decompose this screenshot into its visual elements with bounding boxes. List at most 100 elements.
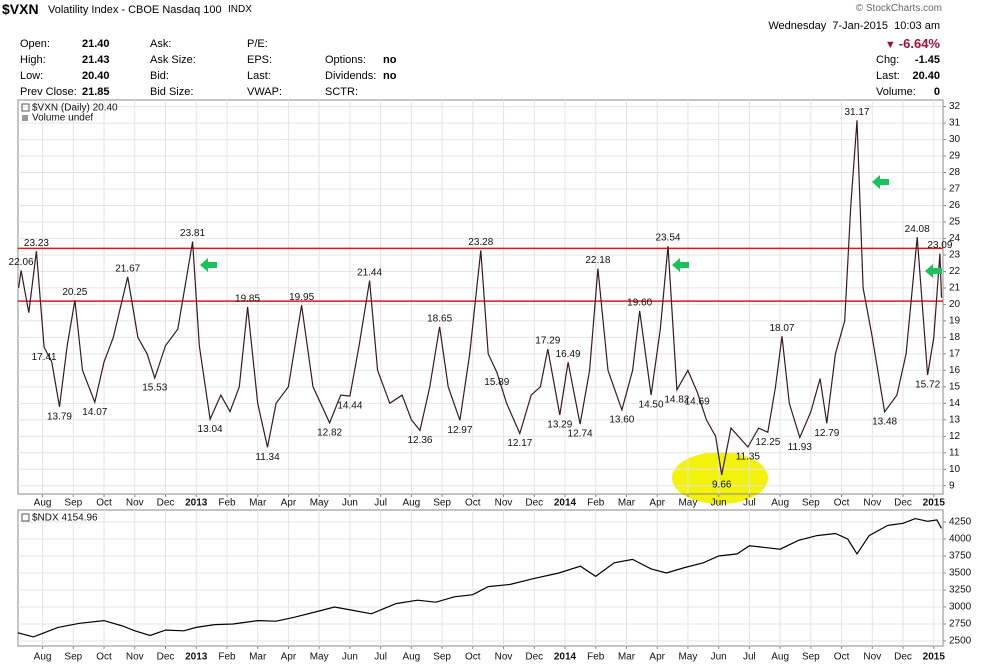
x-tick-label: Jun (342, 498, 358, 509)
x-tick-label: Feb (587, 498, 605, 509)
x-tick-label: Nov (863, 652, 881, 663)
x-tick-label: Dec (157, 498, 175, 509)
legend-swatch (21, 103, 30, 112)
x-tick-label: Apr (281, 498, 297, 509)
x-tick-label: Aug (402, 652, 420, 663)
data-label: 14.07 (82, 407, 107, 418)
x-tick-label: May (678, 652, 697, 663)
data-label: 12.36 (407, 435, 432, 446)
y-tick-label: 26 (949, 200, 961, 211)
field-label: Ask Size: (150, 54, 196, 66)
y-tick-label: 14 (949, 398, 961, 409)
x-tick-label: Oct (834, 498, 850, 509)
field-value: 0 (933, 86, 940, 98)
field-label: EPS: (247, 54, 273, 66)
x-tick-label: 2013 (185, 652, 208, 663)
field-label: Low: (20, 70, 44, 82)
volume-note: Volume undef (32, 113, 93, 124)
data-label: 24.08 (905, 224, 930, 235)
data-label: 13.04 (198, 424, 223, 435)
y-tick-label: 3500 (949, 568, 972, 579)
y-tick-label: 3000 (949, 602, 972, 613)
x-tick-label: Nov (863, 498, 881, 509)
data-label: 12.79 (814, 428, 839, 439)
data-label: 12.25 (755, 437, 780, 448)
y-tick-label: 28 (949, 167, 961, 178)
y-tick-label: 12 (949, 431, 961, 442)
data-label: 23.23 (24, 238, 49, 249)
field-label: Prev Close: (20, 86, 77, 98)
data-label: 9.66 (712, 480, 732, 491)
copyright: © StockCharts.com (855, 3, 942, 14)
y-tick-label: 16 (949, 365, 961, 376)
x-tick-label: Dec (894, 498, 912, 509)
data-label: 20.25 (62, 287, 87, 298)
x-tick-label: Dec (525, 498, 543, 509)
y-tick-label: 27 (949, 184, 961, 195)
x-tick-label: Apr (649, 652, 665, 663)
y-tick-label: 30 (949, 134, 961, 145)
data-label: 11.93 (788, 442, 813, 453)
x-tick-label: 2015 (923, 652, 946, 663)
x-tick-label: Sep (802, 498, 820, 509)
x-tick-label: Dec (157, 652, 175, 663)
x-tick-label: Mar (249, 498, 267, 509)
y-tick-label: 19 (949, 316, 961, 327)
field-label: Last: (247, 70, 271, 82)
field-label: High: (20, 54, 46, 66)
data-label: 18.65 (427, 313, 452, 324)
data-label: 12.97 (447, 425, 472, 436)
y-tick-label: 24 (949, 233, 961, 244)
field-value: 20.40 (82, 70, 110, 82)
y-tick-label: 21 (949, 283, 961, 294)
data-label: 23.28 (468, 237, 493, 248)
data-label: 13.60 (609, 415, 634, 426)
field-label: VWAP: (247, 86, 283, 98)
field-label: P/E: (247, 38, 268, 50)
x-tick-label: Jun (711, 652, 727, 663)
field-value: no (383, 70, 397, 82)
data-label: 12.74 (568, 429, 593, 440)
x-tick-label: Sep (433, 652, 451, 663)
volume-icon (22, 115, 28, 121)
data-label: 13.48 (872, 417, 897, 428)
x-tick-label: Feb (218, 652, 236, 663)
green-arrow (672, 258, 689, 272)
data-label: 22.06 (9, 257, 34, 268)
panel-frame (17, 99, 944, 495)
y-tick-label: 11 (949, 447, 960, 458)
change-pct: ▼ -6.64% (885, 36, 940, 51)
x-tick-label: Sep (802, 652, 820, 663)
y-tick-label: 25 (949, 217, 961, 228)
field-value: 21.43 (82, 54, 110, 66)
symbol: $VXN (2, 1, 39, 17)
data-label: 23.54 (655, 233, 680, 244)
data-label: 15.53 (142, 383, 167, 394)
field-label: Chg: (876, 54, 900, 66)
data-label: 23.09 (927, 240, 952, 251)
data-label: 18.07 (769, 323, 794, 334)
legend-text: $VXN (Daily) 20.40 (32, 103, 118, 114)
data-label: 14.44 (337, 401, 362, 412)
down-triangle: ▼ (884, 39, 899, 51)
data-label: 21.67 (115, 264, 140, 275)
x-tick-label: Jul (743, 652, 756, 663)
price-line (18, 120, 943, 476)
data-label: 17.29 (535, 336, 560, 347)
x-tick-label: Oct (465, 652, 481, 663)
x-tick-label: 2014 (554, 652, 577, 663)
field-label: Options: (325, 54, 366, 66)
x-tick-label: Aug (771, 498, 789, 509)
data-label: 22.18 (585, 255, 610, 266)
data-label: 12.82 (317, 427, 342, 438)
x-tick-label: May (310, 652, 329, 663)
data-label: 14.82 (664, 394, 689, 405)
x-tick-label: Jul (743, 498, 756, 509)
data-label: 14.50 (639, 400, 664, 411)
field-value: no (383, 54, 397, 66)
x-tick-label: Dec (894, 652, 912, 663)
field-label: Bid: (150, 70, 169, 82)
y-tick-label: 20 (949, 299, 961, 310)
